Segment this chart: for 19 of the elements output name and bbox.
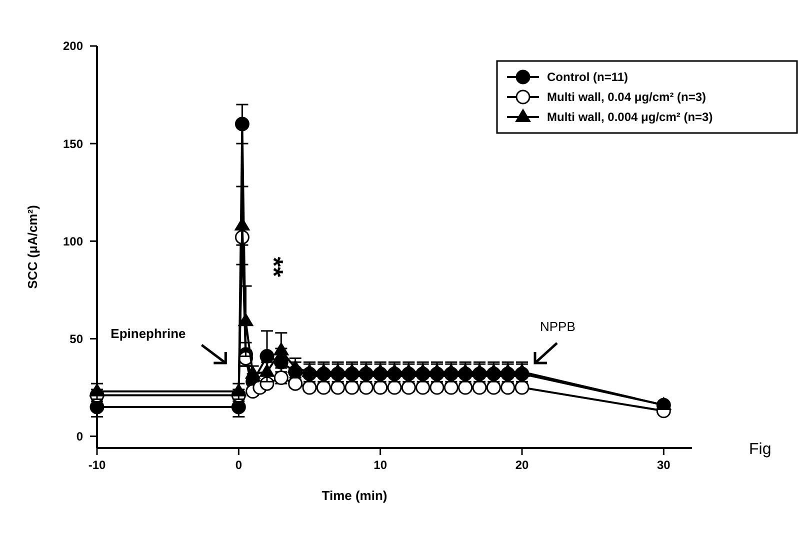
annotation: **: [259, 256, 290, 278]
y-tick-label: 0: [76, 429, 84, 444]
y-axis-title: SCC (μA/cm²): [25, 205, 40, 289]
x-tick-label: -10: [88, 458, 106, 472]
x-tick-label: 0: [235, 458, 242, 472]
annotation: NPPB: [540, 319, 576, 334]
x-tick-label: 20: [515, 458, 529, 472]
legend-label: Control (n=11): [547, 70, 628, 84]
annotation: Epinephrine: [110, 326, 186, 342]
x-tick-label: 30: [656, 458, 671, 472]
y-tick-label: 100: [62, 234, 84, 248]
x-axis-title: Time (min): [322, 488, 388, 503]
y-tick-label: 150: [62, 136, 84, 151]
y-tick-label: 200: [62, 39, 84, 54]
legend-label: Multi wall, 0.004 μg/cm² (n=3): [547, 110, 713, 124]
text: Fig: [749, 441, 772, 458]
x-tick-label: 10: [374, 458, 388, 472]
y-tick-label: 50: [70, 332, 84, 346]
legend-label: Multi wall, 0.04 μg/cm² (n=3): [547, 90, 706, 104]
